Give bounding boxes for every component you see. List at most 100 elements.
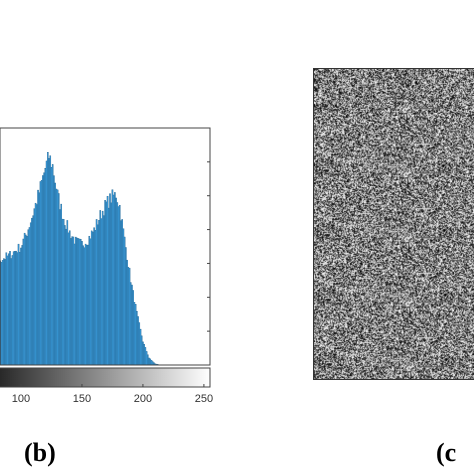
- histogram-bar: [37, 189, 39, 366]
- histogram-bar: [10, 258, 13, 366]
- x-tick-label: 100: [12, 393, 30, 405]
- histogram-bar: [12, 251, 15, 366]
- histogram-bar: [97, 224, 99, 366]
- histogram-bar: [137, 316, 139, 366]
- histogram-bar: [127, 266, 130, 366]
- histogram-bar: [149, 358, 152, 366]
- histogram-bar: [95, 219, 98, 366]
- histogram-bar: [3, 258, 5, 366]
- histogram-bar: [64, 225, 66, 366]
- histogram-bar: [111, 189, 114, 366]
- histogram-bar: [44, 168, 47, 366]
- histogram-bar: [1, 260, 4, 366]
- x-tick-label: 250: [195, 393, 213, 405]
- histogram-bar: [106, 196, 109, 366]
- histogram-bar: [40, 180, 43, 366]
- histogram-bar: [36, 204, 38, 366]
- panel-label-b: (b): [24, 438, 56, 467]
- histogram-bar: [55, 188, 58, 366]
- histogram-bar: [27, 229, 30, 366]
- histogram-bar: [76, 237, 78, 366]
- histogram-bar: [48, 158, 50, 366]
- histogram-bar: [122, 228, 125, 366]
- histogram-bar: [75, 236, 77, 366]
- histogram-bar: [9, 251, 11, 366]
- histogram-bar: [150, 360, 153, 366]
- histogram-bar: [116, 202, 119, 366]
- histogram-bar: [147, 354, 149, 366]
- histogram-bar: [28, 227, 31, 366]
- histogram-bar: [109, 193, 111, 366]
- histogram-bar: [79, 239, 82, 366]
- histogram-bar: [67, 232, 70, 366]
- histogram-bar: [65, 228, 67, 366]
- histogram-bar: [132, 290, 134, 366]
- histogram-bar: [50, 167, 53, 366]
- histogram-bar: [57, 193, 60, 366]
- histogram-bar: [118, 205, 121, 366]
- histogram-bar: [29, 222, 32, 366]
- histogram-bar: [70, 238, 72, 366]
- histogram-bar: [77, 238, 80, 366]
- histogram-bar: [47, 152, 49, 366]
- histogram-bar: [136, 310, 138, 366]
- histogram-bar: [60, 203, 63, 366]
- histogram-bar: [31, 217, 33, 366]
- histogram-bar: [83, 247, 86, 366]
- histogram-bar: [43, 172, 45, 366]
- histogram-bar: [18, 251, 21, 366]
- x-axis-ticks: 100 150 200 250: [12, 384, 213, 405]
- histogram-bar: [148, 357, 150, 366]
- y-axis-ticks: [207, 161, 210, 332]
- histogram-bar: [120, 220, 122, 366]
- histogram-bar: [22, 238, 25, 366]
- histogram-bar: [15, 250, 17, 366]
- histogram-bar: [4, 259, 6, 366]
- histogram-bar: [140, 335, 143, 366]
- histogram-bar: [112, 194, 115, 366]
- histogram-bar: [93, 227, 95, 366]
- histogram-bar: [0, 261, 3, 366]
- histogram-bar: [138, 322, 141, 366]
- histogram-bar: [62, 219, 65, 366]
- histogram-bar: [39, 181, 42, 366]
- histogram-bar: [72, 236, 75, 366]
- histogram-bar: [32, 215, 34, 366]
- histogram-bar: [125, 247, 127, 366]
- histogram-bar: [105, 201, 108, 366]
- histogram-bar: [86, 244, 88, 366]
- histogram-bar: [6, 255, 9, 366]
- histogram-bar: [45, 160, 48, 366]
- histogram-bar: [134, 304, 137, 366]
- histogram-bar: [82, 245, 84, 366]
- histogram-bar: [21, 245, 23, 366]
- histogram-bar: [115, 197, 117, 366]
- histogram-bar: [129, 282, 132, 366]
- histogram-bar: [61, 218, 64, 366]
- histogram-bar: [131, 284, 133, 366]
- histogram-bar: [99, 210, 102, 366]
- histogram-bar: [121, 219, 123, 366]
- histogram-bar: [145, 351, 148, 366]
- histogram-bar: [139, 328, 142, 366]
- histogram-bar: [90, 230, 93, 366]
- x-tick-label: 150: [73, 393, 91, 405]
- histogram-bar: [98, 220, 100, 366]
- histogram-bar: [151, 361, 154, 366]
- histogram-bar: [42, 175, 44, 366]
- histogram-bar: [20, 247, 22, 366]
- histogram-bar: [49, 155, 52, 366]
- noise-image: [313, 68, 474, 380]
- histogram-bar: [128, 267, 131, 366]
- histogram-bar: [89, 238, 92, 366]
- panel-label-c: (c: [436, 438, 457, 467]
- histogram-bar: [59, 209, 61, 366]
- histogram-bar: [71, 236, 73, 366]
- histogram-bar: [87, 244, 89, 366]
- histogram-bar: [34, 202, 37, 366]
- histogram-bar: [23, 232, 26, 366]
- histogram-bar: [81, 241, 83, 366]
- histogram-bar: [53, 175, 55, 366]
- histogram-bar: [117, 206, 120, 366]
- histogram-bar: [143, 344, 145, 366]
